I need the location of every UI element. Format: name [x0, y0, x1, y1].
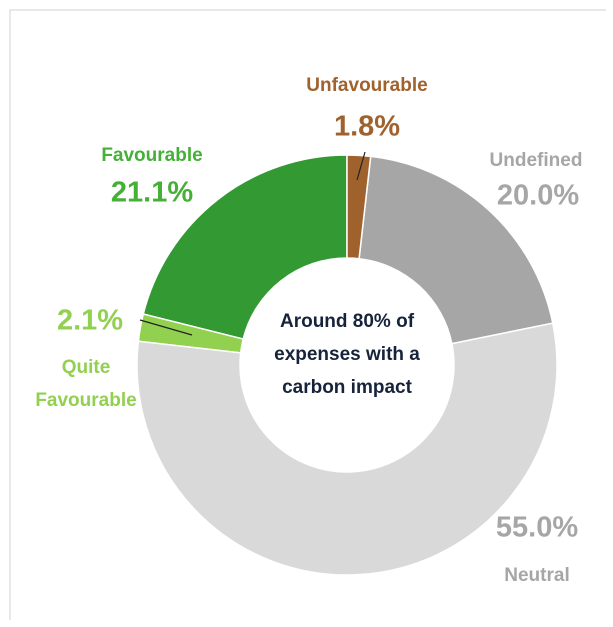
donut-slice: [346, 154, 372, 260]
center-text: carbon impact: [282, 377, 413, 398]
donut-slice: [136, 322, 558, 576]
value-label: 55.0%: [496, 512, 578, 544]
value-label: 20.0%: [497, 180, 579, 212]
category-label: Quite Favourable: [35, 357, 136, 411]
value-label: 21.1%: [111, 177, 193, 209]
donut-slice: [137, 313, 245, 354]
frame: [9, 9, 606, 620]
value-label: 1.8%: [334, 111, 400, 143]
leader-line: [139, 319, 193, 336]
category-label: Favourable: [101, 145, 202, 166]
donut-slice: [142, 154, 348, 340]
leader-line: [356, 151, 366, 181]
category-label: Undefined: [490, 150, 583, 171]
category-label: Neutral: [504, 565, 569, 586]
center-text: Around 80% of: [280, 311, 415, 332]
center-text: expenses with a: [274, 344, 420, 365]
value-label: 2.1%: [57, 305, 123, 337]
category-label: Unfavourable: [306, 75, 427, 96]
donut-slice: [358, 155, 554, 345]
